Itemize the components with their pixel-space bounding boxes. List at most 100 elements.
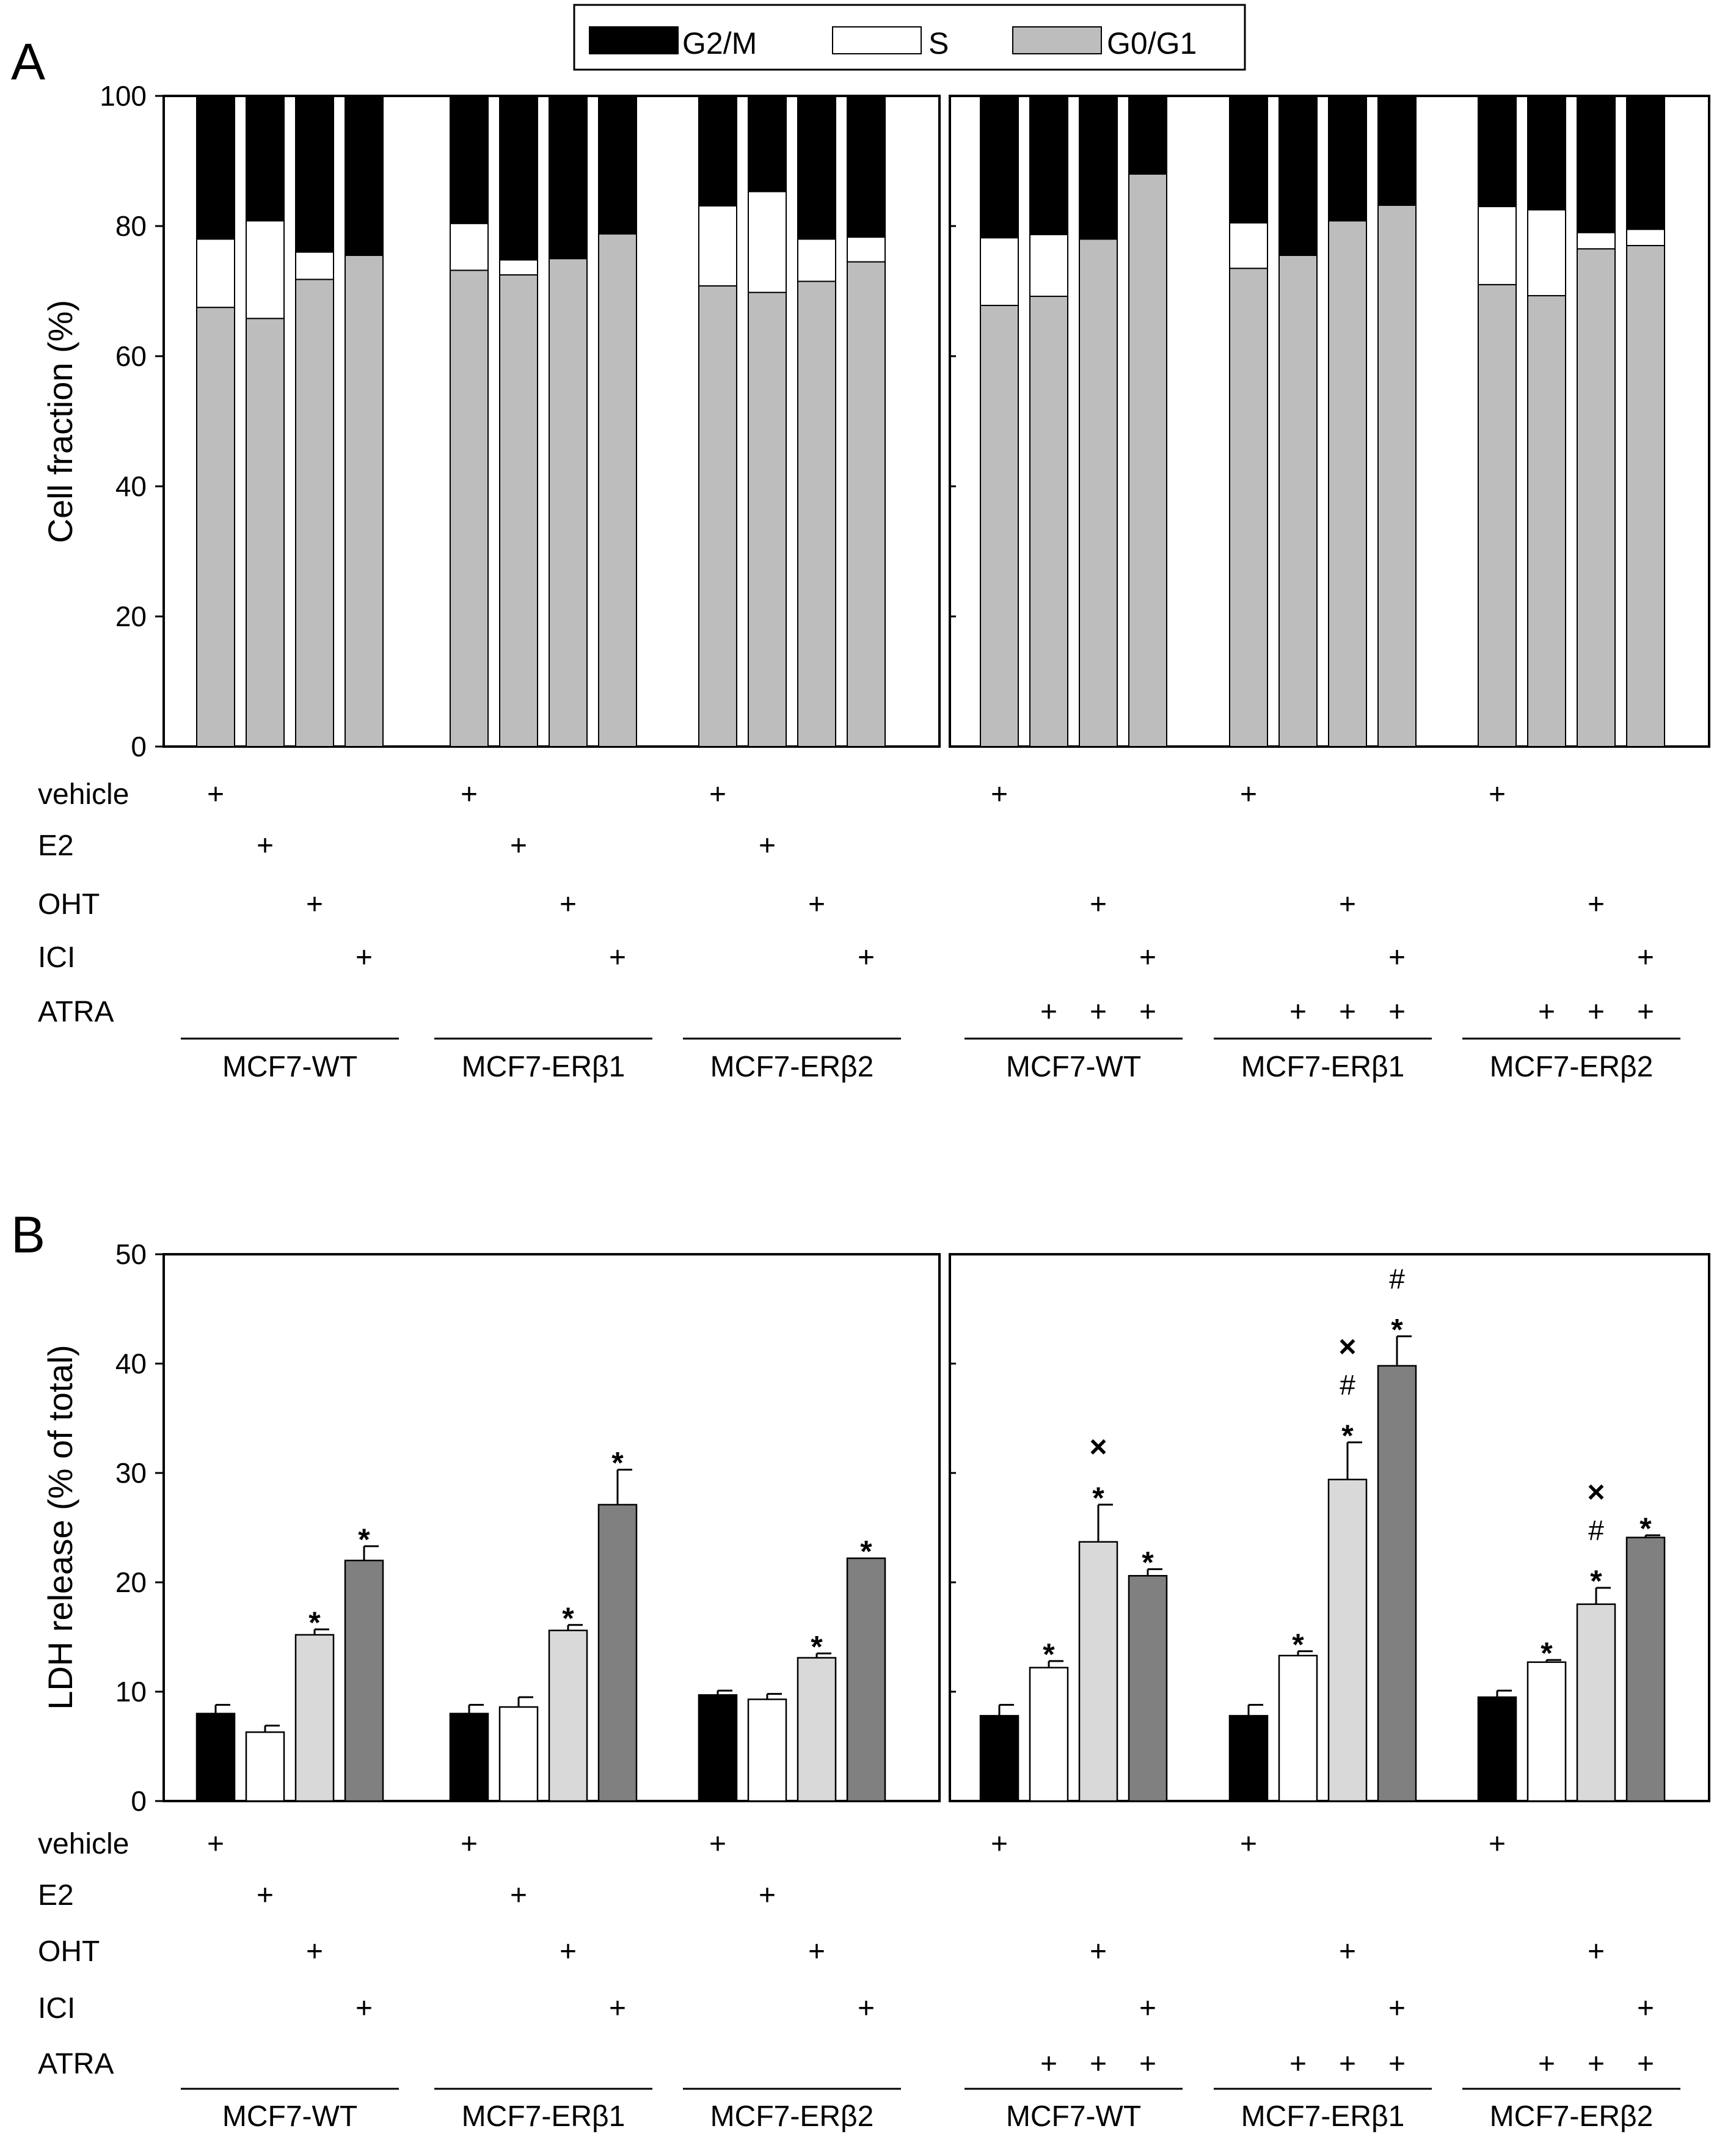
legend-swatch-1 [832, 26, 922, 54]
panel-b-sig-0-1-3-0: * [611, 1446, 624, 1480]
panel-b-sig-1-1-2-1: # [1340, 1369, 1355, 1401]
panel-b-sig-1-1-3-0: * [1391, 1312, 1403, 1347]
legend-label-0: G2/M [682, 26, 757, 60]
panel-a-plus-1-0-3-ATRA: + [1139, 996, 1156, 1028]
panel-a-chart: 0 20 40 60 80 100 Cell fraction (%) vehicle E2 OH… [38, 80, 1710, 1083]
panel-a-bar-0-0-1-G0G1 [246, 318, 285, 747]
panel-a-plus-0-1-3-ICI: + [609, 941, 626, 974]
panel-a-bar-0-2-0-G2M [698, 95, 737, 206]
panel-a-ytick-label-3: 60 [115, 340, 147, 372]
panel-a-row-label-ATRA: ATRA [38, 996, 114, 1028]
panel-b-plus-1-2-0-vehicle: + [1489, 1828, 1506, 1860]
panel-a-bar-0-1-1-G2M [499, 95, 538, 261]
panel-a-ytick-label-5: 100 [100, 80, 147, 112]
panel-b-bar-0-0-3 [344, 1559, 384, 1802]
legend-swatch-0 [589, 26, 679, 54]
panel-a-bar-1-1-1-G0G1 [1278, 254, 1318, 747]
panel-a-row-label-OHT: OHT [38, 888, 100, 921]
panel-a-bar-0-2-3-G2M [847, 95, 886, 238]
panel-b-bar-0-1-2 [548, 1629, 588, 1802]
panel-b-chart: 0 10 20 30 40 50 LDH release (% of total) * * * * *… [38, 1238, 1710, 2133]
panel-b-plus-1-0-2-ATRA: + [1090, 2048, 1107, 2080]
panel-a-bar-0-0-2-G2M [295, 95, 334, 253]
panel-b-group-label-1-1: MCF7-ERβ1 [1241, 2100, 1405, 2133]
panel-a-row-label-E2: E2 [38, 830, 74, 862]
panel-a-ytick-label-1: 20 [115, 601, 147, 632]
panel-a-ylabel: Cell fraction (%) [41, 300, 79, 543]
panel-b-bar-1-2-2 [1576, 1603, 1616, 1802]
panel-a-plus-0-0-1-E2: + [257, 830, 274, 862]
panel-a-plus-0-1-2-OHT: + [560, 888, 577, 921]
panel-b-ytick-label-4: 40 [115, 1348, 147, 1379]
panel-b-group-label-1-0: MCF7-WT [1006, 2100, 1141, 2133]
panel-b-plus-0-1-2-OHT: + [560, 1935, 577, 1968]
panel-a-plus-0-2-2-OHT: + [808, 888, 825, 921]
panel-a-group-label-0-2: MCF7-ERβ2 [710, 1051, 874, 1083]
panel-b-plus-1-2-3-ICI: + [1637, 1992, 1654, 2025]
panel-a-bar-1-1-2-G0G1 [1328, 220, 1367, 748]
panel-b-plus-1-0-3-ATRA: + [1139, 2048, 1156, 2080]
panel-b-bar-1-0-0 [979, 1715, 1019, 1802]
panel-a-bar-1-1-0-G2M [1229, 95, 1268, 224]
panel-a-plus-0-2-0-vehicle: + [709, 778, 726, 811]
panel-b-sig-1-1-2-2: × [1338, 1329, 1356, 1364]
panel-b-bar-0-1-3 [597, 1504, 638, 1802]
panel-a-bar-1-1-0-S [1229, 222, 1268, 269]
panel-a-group-label-1-0: MCF7-WT [1006, 1051, 1141, 1083]
panel-a-bar-1-2-2-G2M [1577, 95, 1616, 233]
panel-a-plus-0-0-3-ICI: + [356, 941, 373, 974]
panel-b-bar-0-2-3 [846, 1557, 886, 1802]
panel-b-plus-1-2-1-ATRA: + [1538, 2048, 1555, 2080]
panel-b-sig-1-0-1-0: * [1043, 1637, 1055, 1672]
panel-a-plus-1-1-2-ATRA: + [1339, 996, 1356, 1028]
panel-b-bar-0-0-2 [294, 1634, 335, 1802]
panel-a-bar-0-0-2-S [295, 251, 334, 280]
panel-a-bar-1-2-1-S [1527, 209, 1566, 296]
panel-a-bar-1-2-3-G0G1 [1626, 244, 1665, 747]
panel-a-bar-0-2-3-S [847, 236, 886, 263]
panel-a-bar-0-2-1-G2M [748, 95, 787, 192]
panel-a-group-label-1-2: MCF7-ERβ2 [1490, 1051, 1654, 1083]
panel-a-plus-1-2-0-vehicle: + [1489, 778, 1506, 811]
panel-a-bar-1-2-2-G0G1 [1577, 248, 1616, 747]
panel-a-bar-1-1-3-G2M [1377, 95, 1417, 206]
panel-b-ylabel: LDH release (% of total) [41, 1345, 79, 1710]
panel-a-plus-0-2-3-ICI: + [858, 941, 875, 974]
panel-a-bar-0-2-1-S [748, 191, 787, 293]
panel-b-sig-1-1-3-1: # [1389, 1263, 1405, 1295]
panel-b-plus-0-0-3-ICI: + [356, 1992, 373, 2025]
panel-b-sig-1-2-2-1: # [1588, 1515, 1604, 1546]
panel-b-sig-1-1-2-0: * [1341, 1419, 1354, 1453]
panel-a-plus-0-0-0-vehicle: + [207, 778, 224, 811]
panel-b-sig-0-0-3-0: * [358, 1522, 370, 1557]
panel-a-bar-0-2-2-S [797, 238, 836, 282]
panel-a-plus-1-2-2-OHT: + [1588, 888, 1605, 921]
panel-b-plus-1-0-0-vehicle: + [991, 1828, 1008, 1860]
panel-b-bar-1-1-0 [1228, 1715, 1269, 1802]
panel-b-plus-1-1-2-ATRA: + [1339, 2048, 1356, 2080]
panel-a-plus-1-1-3-ATRA: + [1388, 996, 1406, 1028]
panel-a-bar-0-2-2-G0G1 [797, 280, 836, 747]
panel-b-bar-0-1-0 [449, 1712, 489, 1802]
panel-a-bar-0-1-1-S [499, 259, 538, 276]
panel-a-bar-1-0-2-G0G1 [1079, 238, 1118, 747]
panel-b-plus-1-1-2-OHT: + [1339, 1935, 1356, 1968]
panel-a-bar-0-1-3-G2M [598, 95, 637, 235]
panel-a-group-label-0-1: MCF7-ERβ1 [462, 1051, 625, 1083]
panel-b-letter: B [11, 1206, 45, 1263]
panel-a-plus-0-2-1-E2: + [759, 830, 776, 862]
panel-b-bar-1-0-1 [1029, 1667, 1069, 1802]
panel-a-bar-1-0-2-G2M [1079, 95, 1118, 240]
panel-a-bar-0-1-2-G0G1 [549, 258, 588, 747]
panel-a-bar-0-1-0-G0G1 [450, 269, 489, 748]
panel-b-plus-0-2-2-OHT: + [808, 1935, 825, 1968]
panel-a-bar-0-0-1-S [246, 220, 285, 320]
panel-a-bar-1-2-1-G0G1 [1527, 294, 1566, 747]
panel-a-plus-1-1-1-ATRA: + [1289, 996, 1307, 1028]
panel-a-bar-1-0-3-G0G1 [1128, 173, 1167, 747]
panel-a-plus-1-2-1-ATRA: + [1538, 996, 1555, 1028]
panel-b-row-label-vehicle: vehicle [38, 1828, 129, 1860]
panel-b-plus-1-2-2-OHT: + [1588, 1935, 1605, 1968]
panel-b-sig-1-2-2-0: * [1590, 1564, 1602, 1598]
